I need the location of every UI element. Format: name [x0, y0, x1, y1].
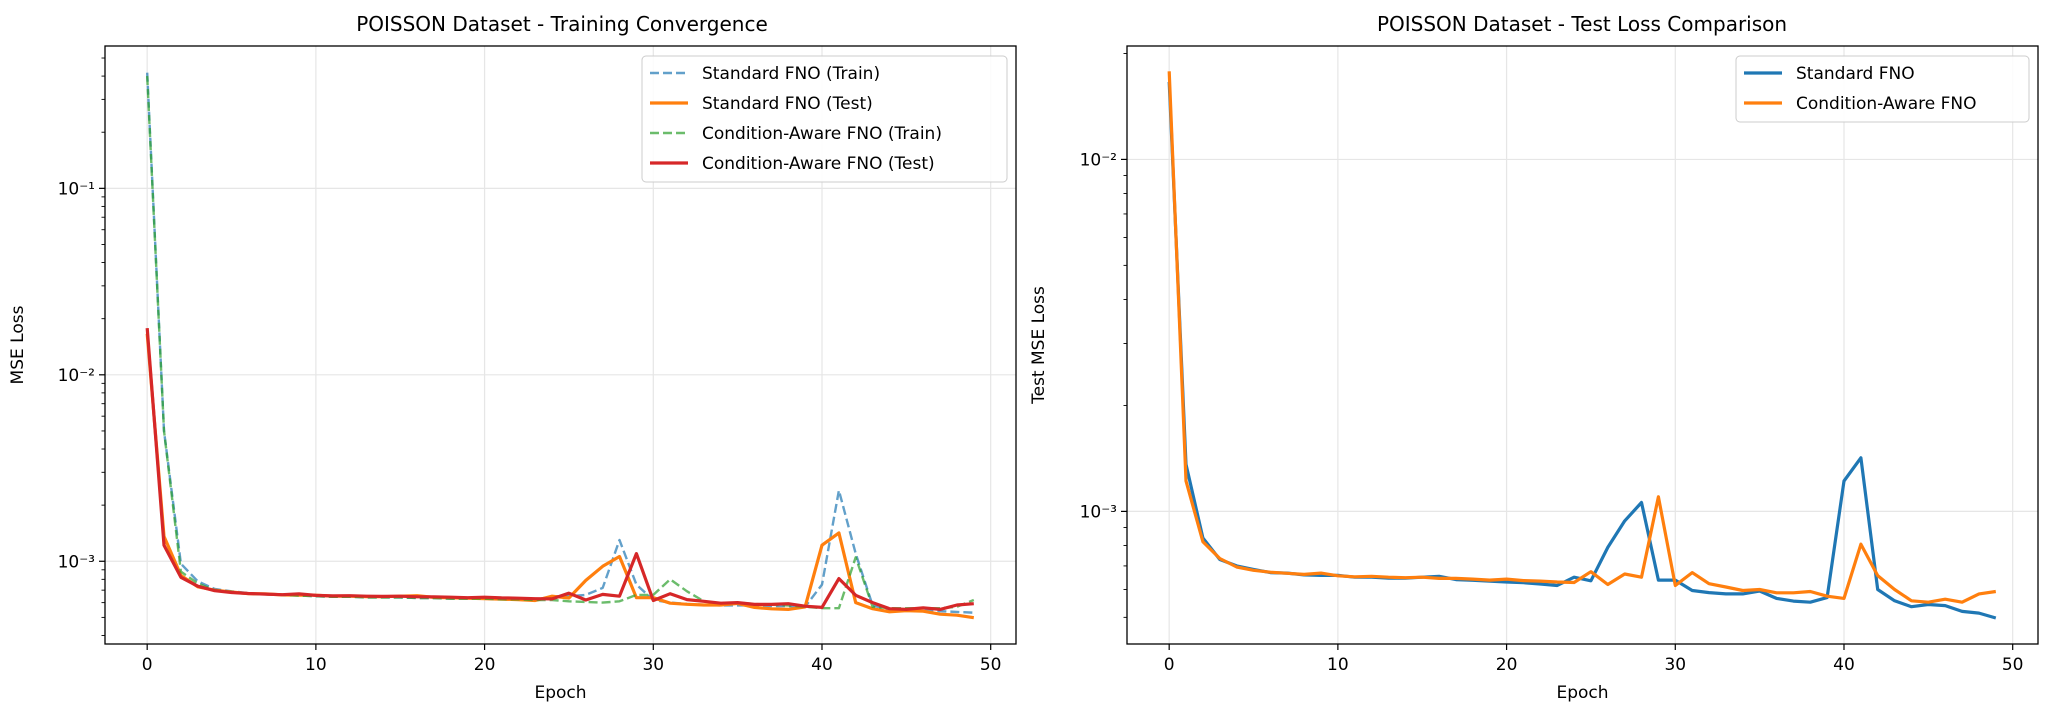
legend-label: Condition-Aware FNO (Test): [702, 154, 935, 174]
y-axis-label: Test MSE Loss: [1029, 286, 1049, 405]
x-tick-label: 40: [1833, 655, 1855, 675]
x-tick-label: 50: [980, 655, 1002, 675]
x-tick-label: 40: [811, 655, 833, 675]
series-line-standard-fno: [1167, 81, 1997, 620]
legend-label: Condition-Aware FNO (Train): [702, 124, 942, 144]
series-line-condition-aware-fno: [1167, 71, 1997, 604]
legend: Standard FNO (Train) Standard FNO (Test) C…: [641, 55, 1008, 183]
y-tick-label: 10⁻³: [1080, 502, 1117, 522]
x-tick-label: 10: [305, 655, 327, 675]
x-tick-label: 0: [1164, 655, 1175, 675]
x-tick-label: 50: [2002, 655, 2024, 675]
x-tick-label: 30: [642, 655, 664, 675]
y-tick-label: 10⁻²: [1080, 150, 1117, 170]
y-tick-label: 10⁻¹: [58, 179, 95, 199]
chart-1: 0 10 20 30 40 50 10⁻² 10⁻³ POISSON Dataset - Tes…: [1029, 12, 2039, 703]
x-axis-label: Epoch: [1556, 683, 1608, 703]
x-tick-label: 30: [1664, 655, 1686, 675]
x-tick-label: 10: [1327, 655, 1349, 675]
chart-0: 0 10 20 30 40 50 10⁻¹ 10⁻² 10⁻³ POISSON Dataset -…: [8, 12, 1017, 703]
y-axis-label: MSE Loss: [8, 305, 28, 384]
chart-title: POISSON Dataset - Training Convergence: [356, 12, 768, 36]
axes-frame: [104, 45, 1017, 645]
x-tick-label: 20: [1496, 655, 1518, 675]
legend-label: Standard FNO: [1796, 64, 1915, 84]
legend-box: [641, 55, 1008, 183]
y-tick-label: 10⁻³: [58, 552, 95, 572]
legend-label: Condition-Aware FNO: [1796, 94, 1977, 114]
x-tick-label: 0: [142, 655, 153, 675]
x-tick-label: 20: [474, 655, 496, 675]
chart-title: POISSON Dataset - Test Loss Comparison: [1377, 12, 1787, 36]
legend-box: [1735, 55, 2030, 123]
series-line-condition-aware-fno-test-: [145, 327, 974, 611]
y-tick-label: 10⁻²: [58, 366, 95, 386]
legend: Standard FNO Condition-Aware FNO: [1735, 55, 2030, 123]
legend-label: Standard FNO (Test): [702, 94, 873, 114]
axes-frame: [1126, 45, 2039, 645]
x-axis-label: Epoch: [534, 683, 586, 703]
legend-label: Standard FNO (Train): [702, 64, 880, 84]
